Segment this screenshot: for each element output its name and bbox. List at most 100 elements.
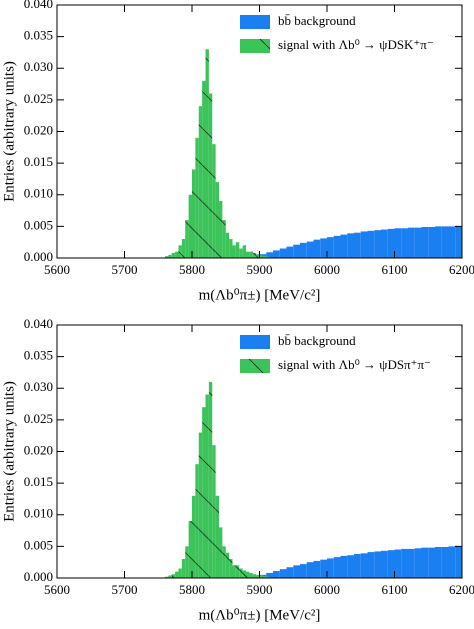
histogram-bar [192, 495, 196, 578]
histogram-bar [262, 576, 267, 578]
histogram-bar [340, 234, 348, 258]
histogram-bar [219, 527, 223, 578]
histogram-bar [360, 553, 368, 578]
histogram-bar [219, 201, 223, 258]
histogram-bar [188, 194, 192, 258]
histogram-bar [266, 572, 273, 578]
histogram-bar [222, 546, 226, 578]
histogram-bar [441, 547, 449, 578]
histogram-bar [381, 229, 388, 258]
y-tick-label: 0.000 [24, 249, 53, 264]
histogram-bar [387, 550, 395, 578]
histogram-bar [188, 521, 192, 578]
histogram-bar [266, 576, 270, 578]
histogram-bar [178, 568, 182, 578]
histogram-bar [185, 220, 189, 258]
legend-label: bb̄ background [278, 333, 356, 348]
histogram-bar [252, 252, 257, 258]
histogram-bar [387, 228, 395, 258]
histogram-bar [428, 547, 435, 578]
y-tick-label: 0.040 [24, 0, 53, 11]
histogram-bar [327, 558, 334, 578]
histogram-bar [181, 559, 186, 578]
histogram-bar [340, 555, 348, 578]
histogram-bar [401, 228, 408, 258]
histogram-bar [394, 228, 402, 258]
x-tick-label: 5700 [112, 262, 138, 277]
histogram-bar [320, 238, 327, 258]
histogram-bar [347, 555, 354, 578]
histogram-bar [320, 559, 327, 578]
histogram-bar [414, 548, 422, 578]
histogram-bar [252, 574, 257, 578]
histogram-bar [306, 562, 314, 578]
histogram-bar [293, 565, 300, 578]
y-tick-label: 0.020 [24, 442, 53, 457]
histogram-bar [421, 547, 429, 578]
histogram-bar [239, 248, 243, 258]
y-tick-label: 0.040 [24, 316, 53, 331]
histogram-bar [374, 551, 381, 578]
y-tick-label: 0.015 [24, 474, 53, 489]
x-tick-label: 5900 [247, 262, 273, 277]
histogram-bar [212, 445, 216, 578]
histogram-bar [381, 550, 388, 578]
histogram-bar [408, 548, 415, 578]
histogram-bar [313, 560, 321, 578]
y-tick-label: 0.000 [24, 569, 53, 584]
histogram-bar [175, 571, 179, 578]
histogram-bar [354, 553, 361, 578]
x-tick-label: 5700 [112, 582, 138, 597]
histogram-bar [333, 557, 341, 578]
legend-swatch [240, 335, 270, 349]
histogram-bar [401, 548, 408, 578]
histogram-bar [215, 495, 219, 578]
histogram-bar [202, 80, 206, 259]
histogram-bar [249, 572, 253, 578]
histogram-bar [448, 546, 456, 578]
histogram-bar [198, 106, 203, 258]
x-tick-label: 6200 [449, 582, 474, 597]
histogram-bar [421, 227, 429, 258]
x-tick-label: 6200 [449, 262, 474, 277]
histogram-bar [208, 381, 213, 578]
y-tick-label: 0.030 [24, 59, 53, 74]
histogram-bar [360, 231, 368, 258]
x-tick-label: 6000 [314, 262, 340, 277]
histogram-bar [225, 232, 230, 258]
histogram-bar [306, 241, 314, 258]
histogram-bar [195, 464, 199, 578]
histogram-bar [259, 255, 263, 258]
histogram-bar [249, 251, 253, 258]
histogram-bar [300, 564, 307, 578]
histogram-bar [235, 242, 240, 258]
x-axis-label: m(Λb⁰π±) [MeV/c²] [199, 287, 321, 303]
histogram-bar [293, 244, 300, 258]
x-tick-label: 5600 [44, 582, 70, 597]
y-tick-label: 0.005 [24, 217, 53, 232]
histogram-bar [435, 547, 442, 578]
legend-label: bb̄ background [278, 13, 356, 28]
histogram-bar [229, 239, 233, 258]
histogram-bar [273, 571, 280, 578]
histogram-bar [394, 549, 402, 578]
histogram-bar [256, 254, 260, 258]
histogram-bar [178, 245, 182, 258]
histogram-bar [286, 246, 294, 258]
y-tick-label: 0.035 [24, 348, 53, 363]
x-tick-label: 5800 [179, 262, 205, 277]
histogram-bar [333, 235, 341, 258]
x-tick-label: 6100 [382, 582, 408, 597]
histogram-bar [232, 245, 236, 258]
histogram-bar [300, 242, 307, 258]
y-axis-label: Entries (arbitrary units) [1, 381, 17, 522]
histogram-bar [347, 233, 354, 258]
y-tick-label: 0.035 [24, 28, 53, 43]
histogram-bar [374, 230, 381, 258]
histogram-bar [273, 250, 280, 258]
y-tick-label: 0.020 [24, 122, 53, 137]
histogram-bar [175, 251, 179, 258]
histogram-bar [242, 570, 246, 578]
histogram-bar [256, 574, 260, 578]
